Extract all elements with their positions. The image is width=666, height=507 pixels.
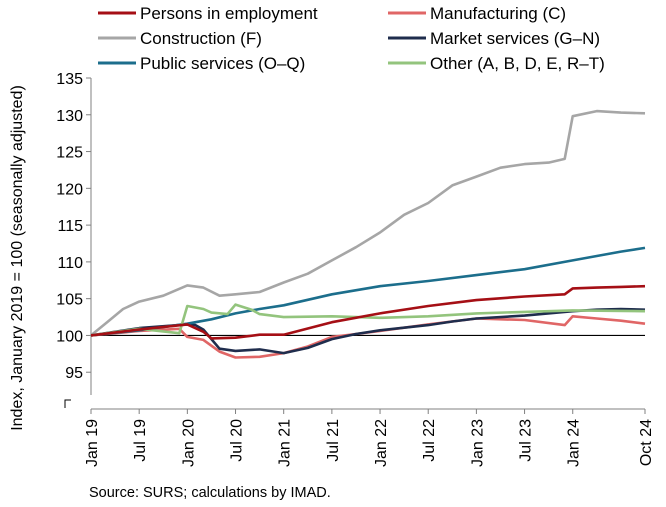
- legend: Persons in employment Manufacturing (C) Co…: [98, 4, 605, 73]
- x-tick-label: Jan 23: [469, 419, 486, 467]
- x-tick-label: Oct 24: [638, 419, 655, 466]
- series-line-5: [90, 303, 646, 337]
- series-line-4: [90, 246, 646, 337]
- y-tick-label: 105: [56, 292, 83, 309]
- x-tick-label: Jul 20: [229, 419, 246, 462]
- y-tick-label: 95: [65, 365, 83, 382]
- x-tick-label: Jan 20: [180, 419, 197, 467]
- x-tick-label: Jul 19: [132, 419, 149, 462]
- series-line-1: [90, 315, 646, 359]
- source-note: Source: SURS; calculations by IMAD.: [89, 485, 331, 501]
- x-tick-label: Jul 21: [325, 419, 342, 462]
- series-line-0: [90, 284, 646, 340]
- y-tick-label: 115: [57, 218, 83, 235]
- y-tick-label: 120: [56, 181, 83, 198]
- x-tick-label: Jan 21: [277, 419, 294, 467]
- legend-label: Persons in employment: [140, 4, 318, 23]
- y-tick-label: 135: [56, 71, 83, 88]
- series-lines: [90, 109, 646, 359]
- axis-break-mark: [64, 399, 71, 408]
- y-tick-label: 130: [56, 108, 83, 125]
- x-tick-label: Jul 23: [518, 419, 535, 462]
- y-axis: 95 100 105 110 115 120 125 130 135: [56, 71, 92, 408]
- y-axis-title: Index, January 2019 = 100 (seasonally ad…: [9, 85, 26, 431]
- legend-label: Manufacturing (C): [430, 4, 566, 23]
- y-tick-label: 100: [56, 328, 83, 345]
- legend-label: Construction (F): [140, 29, 262, 48]
- x-tick-label: Jul 22: [421, 419, 438, 462]
- legend-label: Market services (G–N): [430, 29, 600, 48]
- x-tick-label: Jan 24: [566, 419, 583, 467]
- legend-label: Other (A, B, D, E, R–T): [430, 54, 605, 73]
- x-tick-label: Jan 19: [84, 419, 101, 467]
- legend-label: Public services (O–Q): [140, 54, 305, 73]
- y-tick-label: 125: [56, 145, 83, 162]
- series-line-3: [90, 307, 646, 355]
- series-line-2: [90, 109, 646, 337]
- x-tick-label: Jan 22: [373, 419, 390, 467]
- y-tick-label: 110: [57, 255, 83, 272]
- x-axis: Jan 19 Jul 19 Jan 20 Jul 20 Jan 21 Jul 21 Jan …: [84, 408, 655, 467]
